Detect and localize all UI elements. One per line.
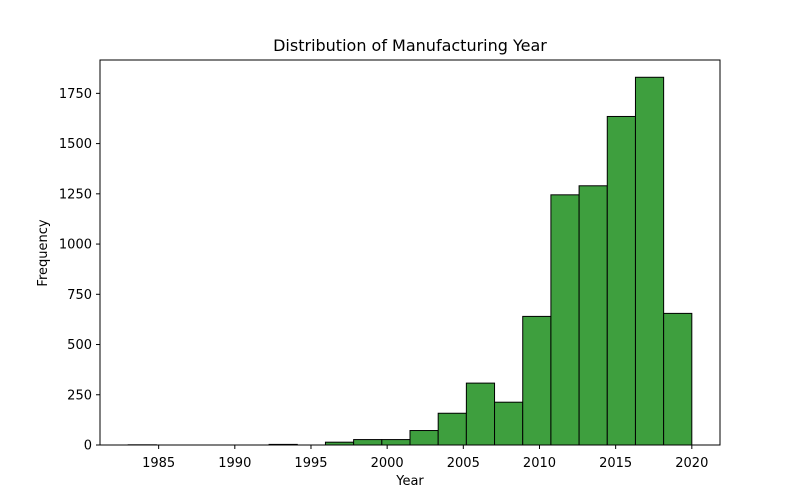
x-tick-label: 2015 [599,456,632,471]
x-tick-label: 2005 [447,456,480,471]
x-tick-label: 2010 [523,456,556,471]
histogram-bar-12 [465,382,496,446]
y-tick-label: 1000 [59,238,92,253]
plot-frame [99,59,721,446]
histogram-bar-14 [522,315,552,446]
histogram-bar-19 [663,312,693,446]
x-tick-label: 2000 [371,456,404,471]
y-tick-label: 250 [67,388,92,403]
histogram-bar-15 [550,194,580,446]
histogram-bar-16 [578,185,608,446]
x-tick-label: 1990 [218,456,251,471]
bars-group [127,76,693,446]
x-tick-label: 1985 [142,456,175,471]
y-tick-label: 1250 [59,187,92,202]
x-tick-label: 2020 [675,456,708,471]
y-axis-ticks: 0 250 500 750 1000 1250 1500 1750 [59,87,100,454]
x-tick-label: 1995 [294,456,327,471]
y-axis-label: Frequency [36,219,51,286]
histogram-bar-10 [409,430,439,446]
histogram-bar-13 [494,401,524,446]
y-tick-label: 1750 [59,87,92,102]
histogram-bar-8 [353,439,383,446]
x-axis-label: Year [395,474,424,489]
y-tick-label: 500 [67,338,92,353]
x-axis-ticks: 1985 1990 1995 2000 2005 2010 2015 2020 [142,445,708,471]
histogram-bar-17 [606,115,636,446]
histogram-bar-11 [437,412,467,446]
y-tick-label: 1500 [59,137,92,152]
y-tick-label: 0 [84,439,92,454]
y-tick-label: 750 [67,288,92,303]
histogram-bar-9 [381,439,411,446]
chart-title: Distribution of Manufacturing Year [273,36,547,55]
histogram-bar-18 [634,76,665,446]
